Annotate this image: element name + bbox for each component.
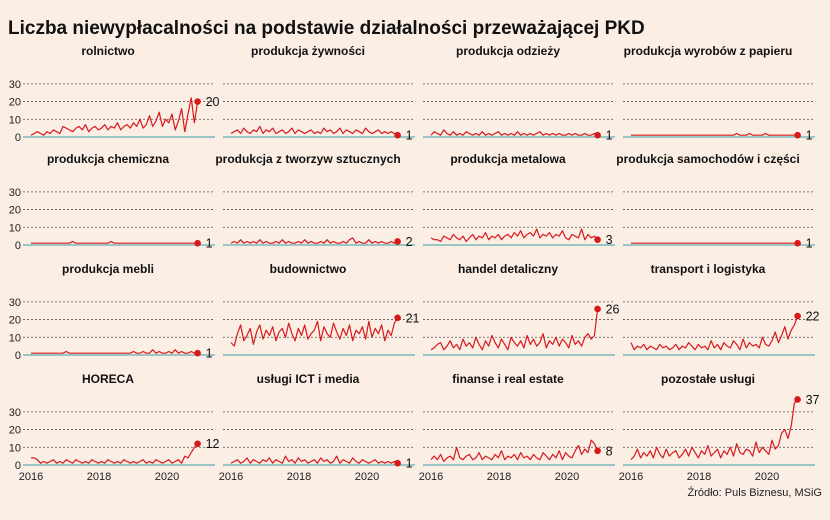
series-line xyxy=(430,439,599,463)
panel-title: usługi ICT i media xyxy=(257,372,360,386)
y-tick-label: 10 xyxy=(9,332,21,344)
y-tick-label: 10 xyxy=(9,442,21,454)
end-point xyxy=(594,236,601,243)
series-line xyxy=(31,240,198,244)
end-value-label: 2 xyxy=(406,235,413,249)
y-tick-label: 30 xyxy=(9,79,21,91)
panel-title: produkcja mebli xyxy=(62,262,154,276)
series-line xyxy=(430,228,599,243)
series-line xyxy=(630,399,799,461)
panel-title: HORECA xyxy=(82,372,134,386)
end-value-label: 1 xyxy=(406,457,413,471)
x-tick-label: 2018 xyxy=(87,471,111,483)
panel-title: produkcja z tworzyw sztucznych xyxy=(215,152,400,166)
end-point xyxy=(394,238,401,245)
y-tick-label: 30 xyxy=(9,407,21,419)
series-line xyxy=(631,132,798,136)
end-value-label: 22 xyxy=(806,310,820,324)
end-point xyxy=(794,396,801,403)
end-value-label: 37 xyxy=(806,393,820,407)
y-tick-label: 30 xyxy=(9,297,21,309)
panel-title: produkcja wyrobów z papieru xyxy=(624,44,793,58)
series-line xyxy=(230,237,398,244)
panel-title: transport i logistyka xyxy=(651,262,766,276)
x-tick-label: 2018 xyxy=(287,471,311,483)
end-point xyxy=(194,440,201,448)
end-value-label: 1 xyxy=(406,129,413,143)
x-tick-label: 2020 xyxy=(755,471,779,483)
series-line xyxy=(430,129,598,136)
end-point xyxy=(394,314,401,322)
x-tick-label: 2020 xyxy=(155,471,179,483)
series-line xyxy=(230,455,398,464)
x-tick-label: 2016 xyxy=(619,471,643,483)
end-value-label: 26 xyxy=(606,302,620,316)
panel-title: rolnictwo xyxy=(81,44,134,58)
end-value-label: 1 xyxy=(806,237,813,251)
x-tick-label: 2016 xyxy=(19,471,43,483)
y-tick-label: 0 xyxy=(15,240,21,252)
end-value-label: 1 xyxy=(206,237,213,251)
y-tick-label: 20 xyxy=(9,205,21,217)
end-point xyxy=(194,239,201,247)
end-value-label: 21 xyxy=(406,311,420,325)
panel-title: finanse i real estate xyxy=(452,372,564,386)
x-tick-label: 2016 xyxy=(219,471,243,483)
y-tick-label: 20 xyxy=(9,425,21,437)
end-point xyxy=(594,447,601,455)
end-point xyxy=(394,459,401,467)
panel-title: budownictwo xyxy=(270,262,347,276)
end-value-label: 1 xyxy=(806,129,813,143)
y-tick-label: 10 xyxy=(9,222,21,234)
panel-title: produkcja metalowa xyxy=(450,152,566,166)
x-tick-label: 2018 xyxy=(687,471,711,483)
y-tick-label: 20 xyxy=(9,97,21,109)
end-value-label: 20 xyxy=(206,95,220,109)
end-value-label: 12 xyxy=(206,437,220,451)
series-line xyxy=(230,317,399,347)
series-line xyxy=(31,349,198,354)
series-line xyxy=(31,443,199,464)
y-tick-label: 30 xyxy=(9,187,21,199)
panel-title: produkcja chemiczna xyxy=(47,152,169,166)
end-point xyxy=(594,305,601,313)
end-point xyxy=(794,131,801,139)
end-point xyxy=(394,131,401,139)
source-note: Źródło: Puls Biznesu, MSiG xyxy=(687,487,823,499)
y-tick-label: 20 xyxy=(9,315,21,327)
y-tick-label: 0 xyxy=(15,350,21,362)
end-point xyxy=(194,349,201,357)
series-line xyxy=(30,97,199,136)
y-tick-label: 0 xyxy=(15,132,21,144)
series-line xyxy=(430,308,599,351)
panel-title: produkcja odzieży xyxy=(456,44,560,58)
end-point xyxy=(794,239,801,247)
end-value-label: 3 xyxy=(606,233,613,247)
x-tick-label: 2020 xyxy=(555,471,579,483)
series-line xyxy=(230,125,398,136)
panel-title: produkcja samochodów i części xyxy=(616,152,799,166)
x-tick-label: 2018 xyxy=(487,471,511,483)
end-value-label: 1 xyxy=(206,347,213,361)
end-point xyxy=(794,312,801,320)
x-tick-label: 2016 xyxy=(419,471,443,483)
end-value-label: 1 xyxy=(606,129,613,143)
y-tick-label: 10 xyxy=(9,114,21,126)
end-point xyxy=(594,131,601,139)
series-line xyxy=(630,315,799,351)
page-title: Liczba niewypłacalności na podstawie dzi… xyxy=(8,18,645,39)
panel-title: produkcja żywności xyxy=(251,44,365,58)
panel-title: handel detaliczny xyxy=(458,262,558,276)
end-value-label: 8 xyxy=(606,444,613,458)
x-tick-label: 2020 xyxy=(355,471,379,483)
y-tick-label: 0 xyxy=(15,460,21,472)
end-point xyxy=(194,98,201,105)
panel-title: pozostałe usługi xyxy=(661,372,755,386)
